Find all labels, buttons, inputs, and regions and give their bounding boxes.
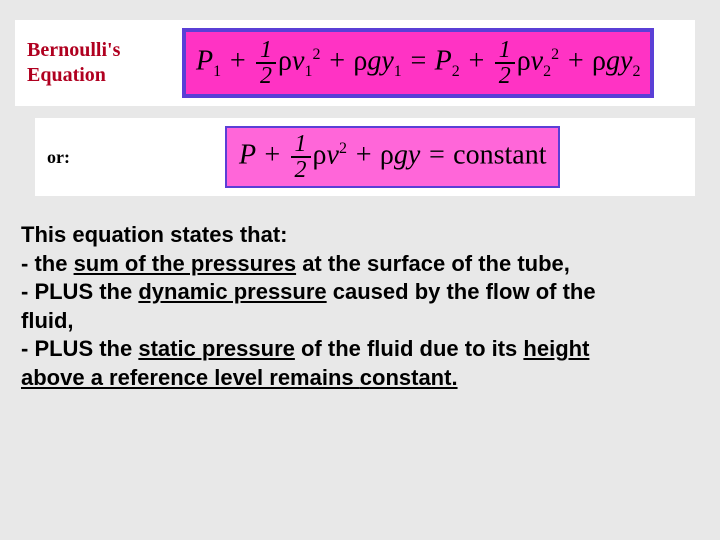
body-line-3: - PLUS the dynamic pressure caused by th… bbox=[21, 278, 699, 307]
eq1-ysub2: 2 bbox=[632, 63, 640, 80]
eq2-plus1: + bbox=[263, 139, 282, 170]
eq1-y2: y bbox=[620, 45, 632, 76]
eq1-plus2: + bbox=[327, 45, 346, 76]
eq2-P: P bbox=[239, 139, 256, 170]
eq1-rho4: ρ bbox=[592, 45, 606, 76]
eq2-sq: 2 bbox=[339, 140, 347, 157]
body-line-1: This equation states that: bbox=[21, 221, 699, 250]
eq2-half: 12 bbox=[291, 132, 311, 182]
eq1-g1: g bbox=[367, 45, 381, 76]
eq1-rho1: ρ bbox=[278, 45, 292, 76]
eq2-rho2: ρ bbox=[380, 139, 394, 170]
eq1-plus4: + bbox=[566, 45, 585, 76]
bernoulli-short-equation-box: P + 12ρv2 + ρgy = constant bbox=[225, 126, 560, 188]
eq1-vsub1: 1 bbox=[304, 63, 312, 80]
body-line-5: - PLUS the static pressure of the fluid … bbox=[21, 335, 699, 364]
eq2-rho1: ρ bbox=[313, 139, 327, 170]
body-line-6: above a reference level remains constant… bbox=[21, 364, 699, 393]
eq1-v1: v bbox=[292, 45, 304, 76]
eq1-vsq2: 2 bbox=[551, 46, 559, 63]
eq2-g: g bbox=[394, 139, 408, 170]
eq2-constant: constant bbox=[453, 139, 546, 170]
eq1-g2: g bbox=[606, 45, 620, 76]
equation-or-card: or: P + 12ρv2 + ρgy = constant bbox=[35, 118, 695, 196]
eq1-plus1: + bbox=[228, 45, 247, 76]
eq2-equals: = bbox=[427, 139, 446, 170]
title-line-1: Bernoulli's bbox=[27, 38, 182, 63]
eq1-sub1a: 1 bbox=[213, 63, 221, 80]
eq2-v: v bbox=[327, 139, 339, 170]
title-line-2: Equation bbox=[27, 63, 182, 88]
eq1-P1: P bbox=[196, 45, 213, 76]
eq1-sub2a: 2 bbox=[452, 63, 460, 80]
eq1-half2: 12 bbox=[495, 38, 515, 88]
eq1-vsub2: 2 bbox=[543, 63, 551, 80]
eq2-plus2: + bbox=[354, 139, 373, 170]
eq1-equals: = bbox=[409, 45, 428, 76]
eq1-vsq1: 2 bbox=[312, 46, 320, 63]
eq1-half1: 12 bbox=[256, 38, 276, 88]
eq1-P2: P bbox=[435, 45, 452, 76]
eq1-plus3: + bbox=[467, 45, 486, 76]
equation-header-card: Bernoulli's Equation P1 + 12ρv12 + ρgy1 … bbox=[15, 20, 695, 106]
body-line-4: fluid, bbox=[21, 307, 699, 336]
eq2-y: y bbox=[408, 139, 420, 170]
bernoulli-full-equation-box: P1 + 12ρv12 + ρgy1 = P2 + 12ρv22 + ρgy2 bbox=[182, 28, 654, 98]
eq1-rho3: ρ bbox=[517, 45, 531, 76]
or-label: or: bbox=[47, 147, 225, 168]
eq1-rho2: ρ bbox=[353, 45, 367, 76]
eq1-v2: v bbox=[531, 45, 543, 76]
explanation-text: This equation states that: - the sum of … bbox=[15, 221, 705, 393]
bernoulli-title: Bernoulli's Equation bbox=[27, 38, 182, 88]
body-line-2: - the sum of the pressures at the surfac… bbox=[21, 250, 699, 279]
eq1-y1: y bbox=[381, 45, 393, 76]
eq1-ysub1: 1 bbox=[394, 63, 402, 80]
